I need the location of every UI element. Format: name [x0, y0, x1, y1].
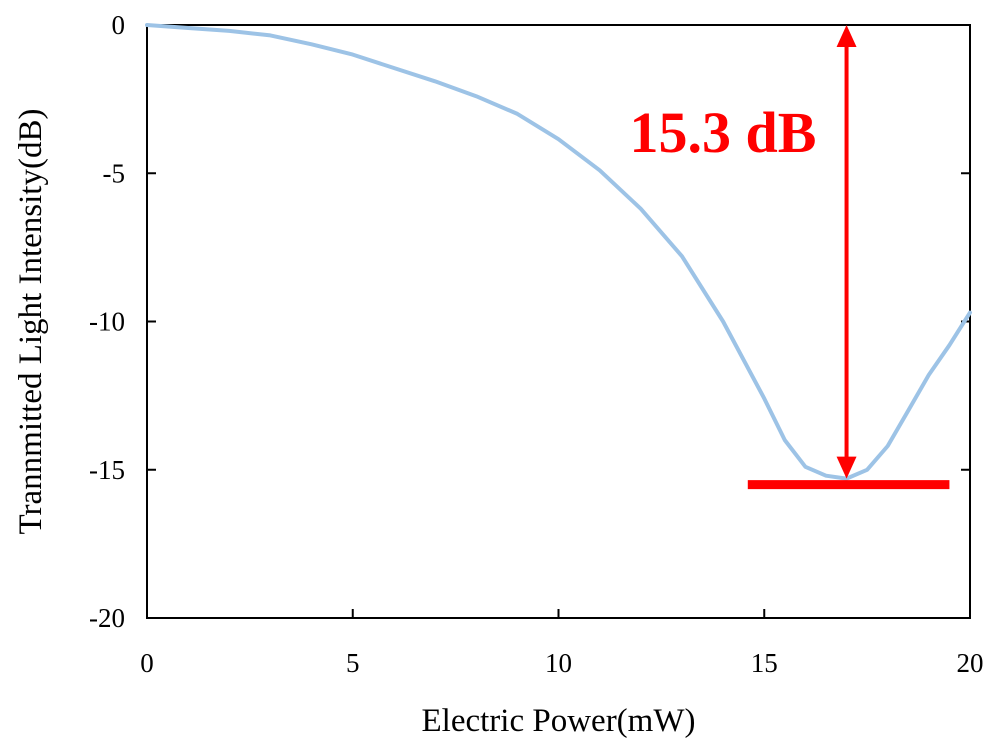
- y-tick-label: -20: [89, 603, 125, 633]
- y-tick-label: -5: [103, 158, 126, 188]
- y-tick-label: 0: [112, 10, 126, 40]
- x-tick-label: 15: [751, 648, 778, 678]
- y-tick-label: -10: [89, 307, 125, 337]
- series-group: [145, 23, 972, 481]
- y-tick-label: -15: [89, 455, 125, 485]
- annotation-label: 15.3 dB: [630, 100, 817, 165]
- annotation-group: 15.3 dB: [630, 25, 950, 490]
- x-tick-label: 0: [140, 648, 154, 678]
- x-tick-label: 20: [957, 648, 984, 678]
- series-line: [145, 23, 972, 481]
- tick-group: 0 5 10 15 20 0 -5 -10 -15 -20: [89, 10, 984, 678]
- annotation-arrow-head-up: [836, 25, 857, 47]
- x-tick-label: 10: [545, 648, 572, 678]
- annotation-arrow-head-down: [836, 456, 857, 479]
- x-tick-label: 5: [346, 648, 360, 678]
- y-axis-title: Trannmitted Light Intensity(dB): [13, 109, 49, 535]
- x-axis-title: Electric Power(mW): [422, 703, 696, 739]
